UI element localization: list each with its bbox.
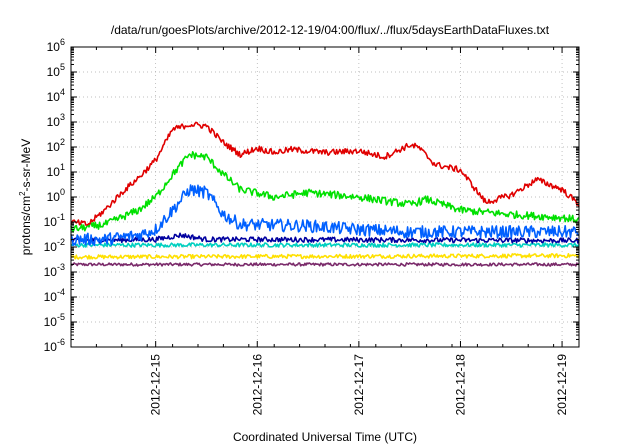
axis-ticks [71,46,579,348]
x-tick-label: 2012-12-18 [453,354,467,416]
x-tick-labels: 2012-12-15 2012-12-16 2012-12-17 2012-12-18… [149,354,569,416]
x-tick-label: 2012-12-19 [555,354,569,416]
series-line-1 [70,151,580,233]
y-tick-label: 10-5 [44,312,65,329]
y-tick-label: 10-1 [44,212,65,229]
y-tick-label: 106 [47,37,65,54]
y-tick-label: 10-4 [44,287,65,304]
y-tick-label: 10-2 [44,237,65,254]
series-line-0 [70,121,580,226]
series-line-4 [70,242,580,248]
y-tick-label: 105 [47,62,65,79]
series-line-5 [70,253,580,260]
x-tick-label: 2012-12-16 [250,354,264,416]
y-tick-labels: 106 105 104 103 102 101 100 10-1 10-2 10-3 10-4 10-… [44,37,65,354]
y-axis-label: protons/cm2-s-sr-MeV [18,139,33,255]
series-line-6 [70,262,580,267]
x-tick-label: 2012-12-15 [149,354,163,416]
y-tick-label: 102 [47,137,65,154]
data-series [70,121,580,267]
y-tick-label: 10-6 [44,337,65,354]
y-tick-label: 101 [47,162,65,179]
y-tick-label: 103 [47,112,65,129]
y-tick-label: 104 [47,87,65,104]
x-tick-label: 2012-12-17 [352,354,366,416]
series-line-2 [70,184,580,247]
y-tick-label: 100 [47,187,65,204]
x-axis-label: Coordinated Universal Time (UTC) [233,430,417,444]
chart-title: /data/run/goesPlots/archive/2012-12-19/0… [111,23,550,37]
y-tick-label: 10-3 [44,262,65,279]
series-line-3 [70,232,580,244]
